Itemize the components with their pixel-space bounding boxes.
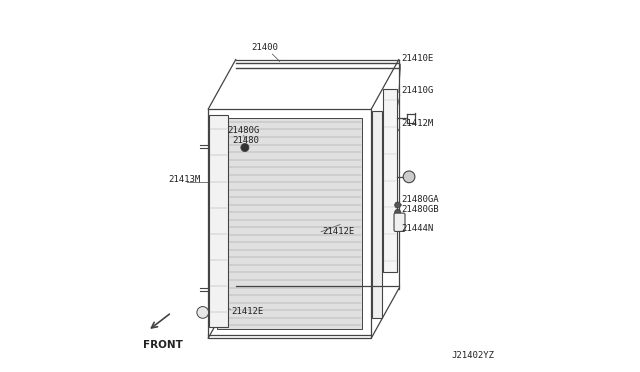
Text: 21410E: 21410E: [401, 54, 434, 63]
Polygon shape: [383, 89, 397, 272]
Text: 21412M: 21412M: [401, 119, 434, 128]
Text: 21480GB: 21480GB: [401, 205, 439, 214]
Text: 21412E: 21412E: [231, 307, 264, 315]
Text: 21413M: 21413M: [168, 174, 200, 184]
Circle shape: [395, 202, 401, 208]
Circle shape: [403, 171, 415, 183]
Text: J21402YZ: J21402YZ: [451, 351, 494, 360]
Text: 21480G: 21480G: [228, 126, 260, 135]
Text: 21410G: 21410G: [401, 86, 434, 94]
Circle shape: [395, 209, 401, 215]
Text: 21480: 21480: [232, 136, 259, 145]
Circle shape: [197, 307, 209, 318]
Text: 21412E: 21412E: [322, 227, 354, 236]
Circle shape: [241, 144, 249, 151]
Polygon shape: [209, 115, 228, 327]
Text: 21400: 21400: [252, 44, 278, 52]
Text: 21444N: 21444N: [401, 224, 434, 233]
Text: FRONT: FRONT: [143, 340, 183, 350]
FancyBboxPatch shape: [394, 213, 405, 231]
Polygon shape: [372, 111, 381, 318]
Text: 21480GA: 21480GA: [401, 196, 439, 205]
Polygon shape: [218, 118, 362, 329]
